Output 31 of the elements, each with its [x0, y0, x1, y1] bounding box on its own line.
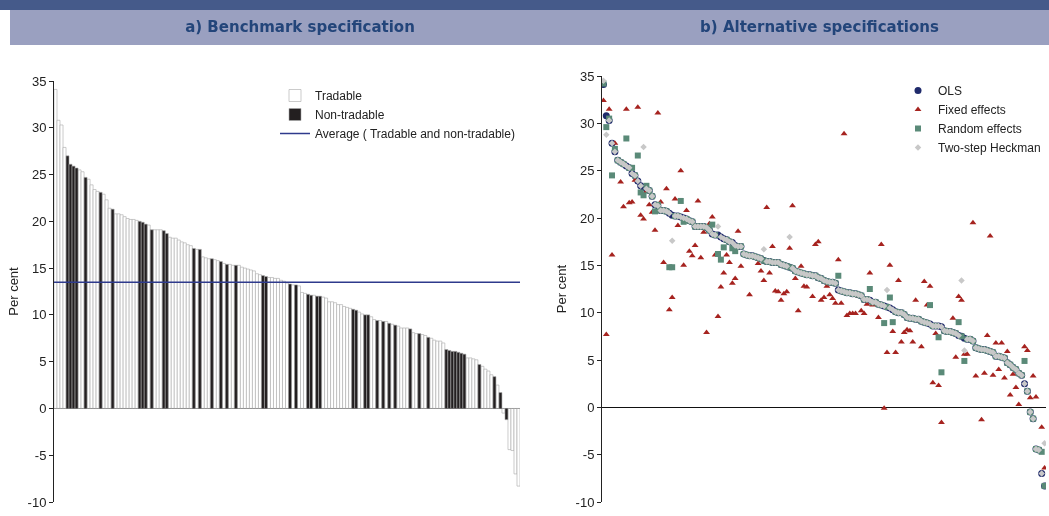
y-tick-label: 15 [31, 260, 47, 276]
y-tick-label: 0 [39, 400, 47, 416]
y-tick-label: -10 [575, 494, 595, 510]
y-tick-label: 30 [579, 115, 595, 131]
y-axis-title: Per cent [553, 264, 569, 314]
legend-label: Non-tradable [315, 108, 385, 123]
y-tick-label: -5 [582, 447, 595, 463]
legend-label: OLS [938, 84, 963, 99]
legend-label: Tradable [315, 89, 363, 104]
chart-title: b) Alternative specifications [699, 17, 940, 38]
y-tick-label: -10 [27, 494, 47, 510]
legend-label: Fixed effects [938, 103, 1006, 118]
legend-label: Random effects [938, 122, 1022, 137]
y-tick-label: 35 [579, 68, 595, 84]
y-tick-label: 20 [31, 213, 47, 229]
y-tick-label: 5 [587, 352, 595, 368]
y-tick-label: 15 [579, 257, 595, 273]
legend-label: Average ( Tradable and non-tradable) [315, 127, 515, 142]
y-tick-label: 30 [31, 120, 47, 136]
y-tick-label: 20 [579, 210, 595, 226]
y-tick-label: 10 [579, 305, 595, 321]
y-axis-title: Per cent [5, 266, 21, 316]
y-tick-label: 5 [39, 354, 47, 370]
legend-label: Two-step Heckman [938, 141, 1041, 156]
y-tick-label: 35 [31, 73, 47, 89]
y-tick-label: 25 [31, 167, 47, 183]
y-tick-label: 25 [579, 163, 595, 179]
y-tick-label: -5 [34, 447, 47, 463]
y-tick-label: 10 [31, 307, 47, 323]
y-tick-label: 0 [587, 399, 595, 415]
chart-title: a) Benchmark specification [184, 17, 416, 38]
